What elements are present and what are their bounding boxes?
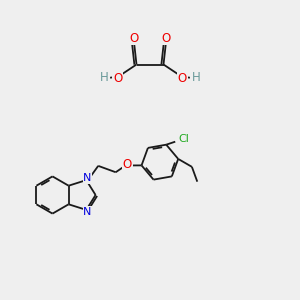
Text: O: O [178,72,187,85]
Text: N: N [83,173,92,183]
Text: N: N [83,207,92,217]
Text: O: O [123,158,132,171]
Text: O: O [113,72,122,85]
Text: H: H [100,71,109,84]
Text: H: H [191,71,200,84]
Text: Cl: Cl [179,134,190,144]
Text: O: O [130,32,139,45]
Text: O: O [161,32,170,45]
